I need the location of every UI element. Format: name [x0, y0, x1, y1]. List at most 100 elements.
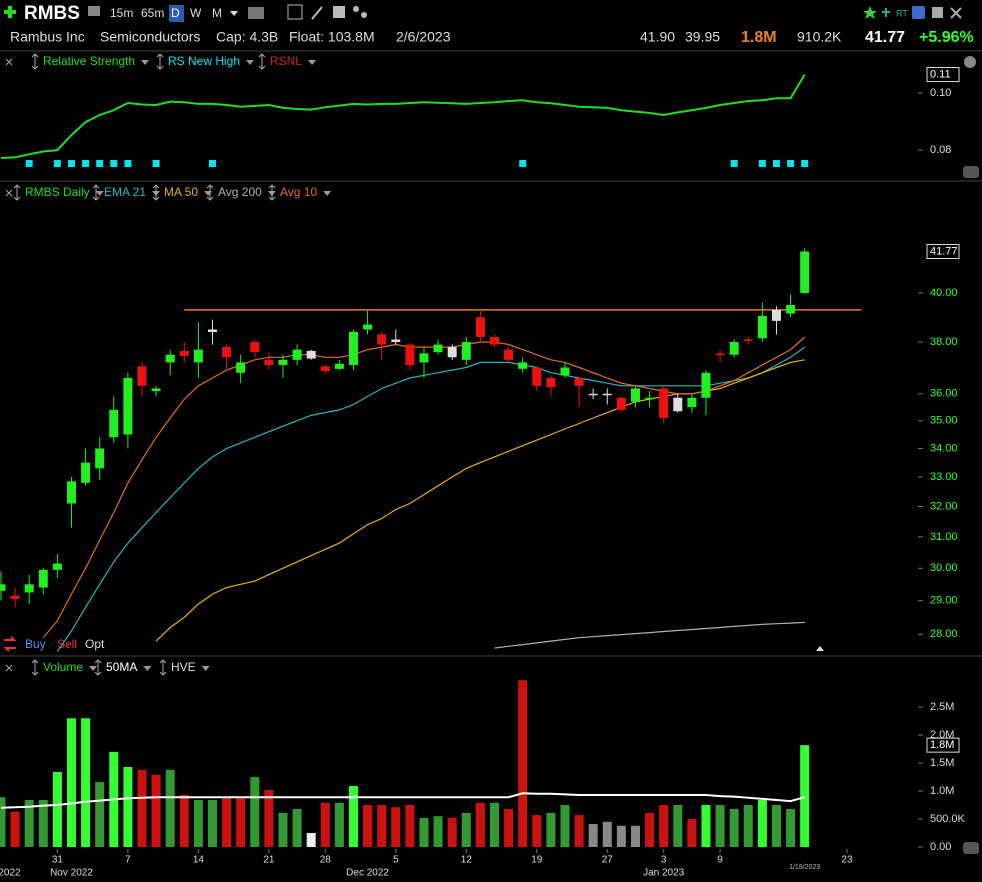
candle-body — [363, 324, 373, 330]
volume-bar — [320, 802, 330, 847]
legend-entry[interactable]: 50MA — [106, 660, 137, 674]
volume-bar — [630, 825, 640, 847]
close-panel[interactable] — [5, 58, 13, 66]
window-icon[interactable] — [88, 6, 100, 16]
y-tick-label: 29.00 — [930, 595, 958, 607]
order-bar: Buy Sell Opt — [3, 636, 824, 652]
legend-entry[interactable]: RS New High — [168, 54, 240, 68]
float: Float: 103.8M — [289, 29, 375, 45]
scroll-button[interactable] — [963, 166, 979, 178]
rs-new-high-marker — [25, 160, 33, 167]
legend-entry[interactable]: MA 50 — [164, 185, 198, 199]
interval[interactable]: M — [212, 6, 222, 20]
x-tick-label: 31 — [52, 855, 64, 866]
volume: 1.8M — [741, 29, 777, 46]
option-button[interactable]: Opt — [85, 637, 105, 651]
volume-bar — [532, 815, 542, 847]
legend-handle — [94, 659, 102, 676]
toolbar: RMBS 15m 65m D W M RT — [4, 3, 962, 24]
y-tick-label: 31.00 — [930, 531, 958, 543]
icon[interactable] — [353, 6, 359, 12]
volume-bar — [334, 802, 344, 847]
high: 41.90 — [640, 29, 675, 45]
y-tick-label: 28.00 — [930, 628, 958, 640]
add-icon[interactable] — [4, 6, 16, 18]
legend-entry[interactable]: RMBS Daily — [25, 185, 90, 199]
month-label: Jan 2023 — [643, 868, 685, 879]
candle-body — [405, 344, 415, 365]
star-icon[interactable] — [863, 6, 877, 19]
rs-new-high-marker — [787, 160, 795, 167]
scroll-button[interactable] — [963, 842, 979, 854]
line-series — [0, 792, 805, 809]
legend-handle — [258, 53, 266, 70]
candle-body — [743, 339, 753, 342]
legend-entry[interactable]: EMA 21 — [104, 185, 146, 199]
icon[interactable] — [361, 12, 367, 18]
rt[interactable]: RT — [896, 8, 908, 18]
icon[interactable] — [248, 7, 264, 19]
interval[interactable]: W — [190, 6, 202, 20]
buy-button[interactable]: Buy — [25, 637, 46, 651]
icon[interactable] — [932, 7, 943, 18]
value-tag — [926, 244, 960, 260]
volume-bar — [363, 805, 373, 847]
volume-bar — [348, 786, 358, 847]
interval[interactable]: 65m — [141, 6, 164, 20]
legend-entry[interactable]: Avg 10 — [280, 185, 317, 199]
y-tick-label: 35.00 — [930, 415, 958, 427]
volume-bar — [715, 805, 725, 847]
industry: Semiconductors — [100, 29, 200, 45]
x-tick-label: 7 — [125, 855, 131, 866]
y-tick-label: 0.00 — [930, 841, 951, 853]
volume-bar — [292, 808, 302, 847]
volume-bar — [264, 789, 274, 847]
legend-dropdown — [141, 60, 150, 65]
candle-body — [278, 359, 288, 365]
sell-button[interactable]: Sell — [57, 637, 77, 651]
legend-entry[interactable]: Relative Strength — [43, 54, 135, 68]
close-icon[interactable] — [950, 7, 962, 19]
candle-body — [574, 377, 584, 386]
settings-icon[interactable] — [964, 56, 976, 68]
interval[interactable]: D — [171, 6, 180, 20]
symbol[interactable]: RMBS — [24, 3, 80, 24]
candle-body — [757, 315, 767, 339]
volume-bar — [701, 805, 711, 847]
candle-body — [715, 353, 725, 356]
icon[interactable] — [912, 6, 925, 19]
legend-entry[interactable]: RSNL — [270, 54, 302, 68]
volume-bar — [616, 825, 626, 847]
legend-entry[interactable]: Volume — [43, 660, 83, 674]
icon[interactable] — [311, 6, 323, 20]
volume-bar — [38, 799, 48, 847]
candle-body — [193, 349, 203, 363]
y-tick-label: 1.0M — [930, 785, 954, 797]
legend-handle — [159, 659, 167, 676]
close-panel[interactable] — [5, 189, 13, 197]
candle-body — [602, 393, 612, 396]
volume-bar — [447, 817, 457, 847]
last-price: 41.77 — [865, 29, 905, 46]
icon[interactable] — [882, 8, 890, 17]
change: +5.96% — [919, 29, 974, 46]
candle-body — [630, 388, 640, 402]
icon[interactable] — [333, 6, 345, 18]
dropdown[interactable] — [230, 11, 238, 16]
icon[interactable] — [287, 4, 303, 20]
legend-dropdown — [246, 60, 255, 65]
volume-bar — [207, 799, 217, 847]
legend-handle — [156, 53, 164, 70]
legend-entry[interactable]: HVE — [171, 660, 196, 674]
candle-body — [447, 347, 457, 358]
trade-icon[interactable] — [3, 636, 17, 652]
close-panel[interactable] — [5, 664, 13, 672]
volume-bar — [377, 805, 387, 847]
legend-entry[interactable]: Avg 200 — [218, 185, 262, 199]
rs-new-high-marker — [758, 160, 766, 167]
volume-bar — [137, 769, 147, 847]
marker — [816, 646, 824, 651]
volume-bar — [236, 797, 246, 847]
candle-body — [52, 563, 62, 570]
interval[interactable]: 15m — [110, 6, 133, 20]
